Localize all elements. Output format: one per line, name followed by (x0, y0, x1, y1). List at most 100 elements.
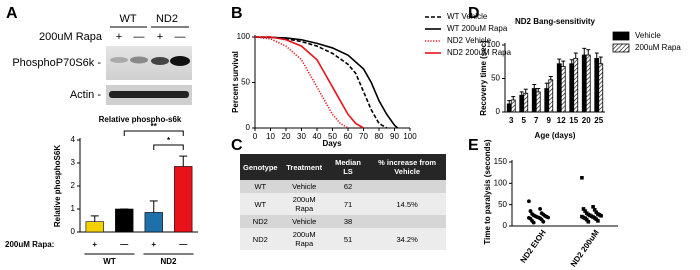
sign: + (157, 31, 163, 43)
bar (598, 63, 604, 113)
table-cell: ND2 (240, 215, 281, 228)
legend-label: ND2 Vehicle (447, 36, 492, 45)
point (531, 220, 536, 225)
x-tick-label: ND2 200uM (569, 228, 601, 269)
panel-label: A (6, 5, 18, 22)
y-axis-label: Relative phosphoS6K (53, 145, 62, 227)
y-tick-label: 150 (494, 157, 508, 166)
bar (594, 58, 600, 113)
bar (544, 88, 550, 113)
legend-swatch (612, 31, 630, 41)
x-tick-label: 50 (328, 132, 337, 141)
significance-bracket (153, 144, 184, 150)
error-bar (557, 58, 562, 64)
sign: — (134, 31, 145, 43)
point (592, 207, 597, 212)
error-bar (544, 82, 549, 89)
x-tick-label: + (92, 240, 97, 249)
x-tick-label: + (151, 240, 156, 249)
y-tick-label: 0 (246, 123, 251, 132)
error-bar (582, 47, 587, 56)
bar (144, 212, 163, 233)
y-tick-label: 1 (71, 204, 76, 213)
x-tick-label: 15 (569, 116, 578, 125)
x-tick-label: 7 (534, 116, 539, 125)
table-cell: 62 (327, 180, 369, 193)
y-tick-label: 100 (237, 32, 251, 41)
table-row: ND2 200uM Rapa 51 34.2% (240, 228, 446, 250)
header-cell: % increase from Vehicle (368, 154, 446, 180)
row-label: 200uM Rapa: (5, 240, 54, 249)
bar (519, 94, 525, 113)
table-row: ND2 Vehicle 38 (240, 215, 446, 228)
error-bar (536, 88, 541, 92)
survival-line (255, 36, 364, 129)
header-cell: Genotype (240, 154, 281, 180)
x-tick-label: — (179, 240, 187, 249)
bar (556, 63, 562, 113)
header-cell: Median LS (327, 154, 369, 180)
x-axis-label: Age (days) (535, 131, 576, 140)
genotype-label: ND2 (156, 13, 178, 25)
legend-label: WT 200uM Rapa (447, 24, 508, 33)
table-cell: 38 (327, 215, 369, 228)
panel-label: C (231, 137, 243, 154)
significance-label: ** (151, 122, 158, 131)
bar (115, 208, 134, 233)
point (546, 215, 550, 220)
y-tick-label: 0 (496, 107, 501, 116)
table-cell: 34.2% (368, 228, 446, 250)
x-tick-label: 0 (253, 132, 258, 141)
y-tick-label: 50 (491, 74, 500, 83)
error-bar (598, 56, 603, 64)
y-axis-label: Time to paralysis (seconds) (483, 139, 492, 245)
point (580, 175, 584, 180)
x-tick-label: 5 (522, 116, 527, 125)
x-tick-label: 80 (375, 132, 384, 141)
panel-label: D (468, 5, 480, 22)
sign: — (175, 31, 186, 43)
error-bar (523, 88, 528, 94)
point (599, 213, 603, 218)
error-bar (90, 215, 99, 222)
point (528, 209, 533, 213)
y-tick-label: 100 (494, 178, 508, 187)
x-tick-label: 20 (582, 116, 591, 125)
y-tick-label: 0 (503, 221, 508, 230)
sign: + (116, 31, 122, 43)
bar (506, 103, 512, 113)
genotype-label: WT (119, 13, 136, 25)
x-tick-label: 70 (359, 132, 368, 141)
legend-label: WT Vehicle (447, 12, 488, 21)
point (586, 219, 591, 224)
point (541, 219, 546, 224)
legend-label: ND2 200uM Rapa (447, 48, 512, 57)
bar (174, 166, 193, 233)
error-bar (149, 200, 158, 213)
error-bar (561, 60, 566, 67)
table-cell: 71 (327, 193, 369, 215)
significance-bracket (123, 130, 184, 136)
chart-title: ND2 Bang-sensitivity (515, 17, 596, 26)
point (583, 209, 587, 213)
error-bar (586, 49, 591, 56)
bar (585, 54, 591, 113)
x-tick-label: ND2 EtOH (519, 228, 548, 265)
x-tick-label: 60 (344, 132, 353, 141)
bar (523, 92, 529, 113)
error-bar (548, 75, 553, 80)
significance-label: * (167, 136, 171, 145)
panel-label: B (231, 5, 243, 22)
x-tick-label: 40 (313, 132, 322, 141)
error-bar (594, 52, 599, 59)
panel-label: E (468, 137, 479, 154)
x-tick-label: 30 (297, 132, 306, 141)
y-tick-label: 2 (71, 181, 76, 190)
x-tick-label: 10 (266, 132, 275, 141)
y-tick-label: 100 (487, 40, 501, 49)
chart-title: Relative phospho-s6k (99, 115, 182, 124)
group-label: ND2 (160, 257, 177, 266)
bar (560, 66, 566, 113)
error-bar (507, 100, 512, 104)
